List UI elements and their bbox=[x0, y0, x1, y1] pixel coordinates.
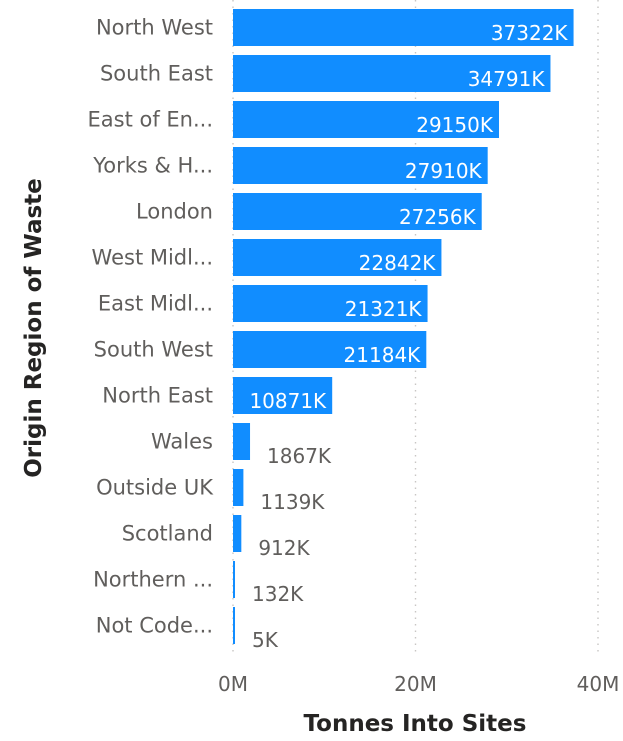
bar-6 bbox=[233, 285, 428, 322]
x-axis-title: Tonnes Into Sites bbox=[304, 711, 527, 737]
value-label-2: 29150K bbox=[416, 113, 494, 137]
gridlines bbox=[232, 0, 599, 653]
bar-3 bbox=[233, 147, 488, 184]
category-label-7: South West bbox=[94, 338, 213, 362]
bar-7 bbox=[233, 331, 427, 368]
category-label-5: West Midl... bbox=[92, 246, 213, 270]
category-label-1: South East bbox=[100, 62, 213, 86]
category-label-4: London bbox=[136, 200, 213, 224]
bar-9 bbox=[233, 423, 251, 460]
value-label-13: 5K bbox=[252, 628, 279, 652]
value-label-1: 34791K bbox=[468, 67, 546, 91]
value-label-7: 21184K bbox=[344, 343, 422, 367]
x-tick-label-2: 40M bbox=[577, 672, 620, 696]
bar-5 bbox=[233, 239, 442, 276]
bar-11 bbox=[233, 515, 242, 552]
value-label-5: 22842K bbox=[359, 251, 437, 275]
y-axis-title: Origin Region of Waste bbox=[21, 178, 47, 478]
category-label-9: Wales bbox=[151, 430, 213, 454]
category-labels: North West South East East of En... Yorks &… bbox=[87, 16, 214, 638]
value-label-4: 27256K bbox=[399, 205, 477, 229]
category-label-2: East of En... bbox=[87, 108, 213, 132]
value-label-11: 912K bbox=[258, 536, 310, 560]
value-label-9: 1867K bbox=[267, 444, 332, 468]
bar-2 bbox=[233, 101, 499, 138]
bar-4 bbox=[233, 193, 482, 230]
value-label-10: 1139K bbox=[260, 490, 325, 514]
x-tick-label-1: 20M bbox=[394, 672, 437, 696]
value-label-8: 10871K bbox=[249, 389, 327, 413]
bar-8 bbox=[233, 377, 333, 414]
bar-10 bbox=[233, 469, 244, 506]
category-label-12: Northern ... bbox=[93, 568, 213, 592]
bar-0 bbox=[233, 9, 574, 46]
category-label-10: Outside UK bbox=[96, 476, 214, 500]
bar-12 bbox=[233, 561, 235, 598]
bar-1 bbox=[233, 55, 551, 92]
value-label-0: 37322K bbox=[491, 21, 569, 45]
x-axis-ticks: 0M 20M 40M bbox=[218, 672, 619, 696]
category-label-0: North West bbox=[96, 16, 213, 40]
category-label-6: East Midl... bbox=[98, 292, 213, 316]
category-label-8: North East bbox=[102, 384, 213, 408]
x-tick-label-0: 0M bbox=[218, 672, 248, 696]
category-label-13: Not Code... bbox=[96, 614, 213, 638]
value-label-12: 132K bbox=[252, 582, 304, 606]
bar-13 bbox=[233, 607, 235, 644]
value-labels: 37322K 34791K 29150K 27910K 27256K 22842K 2132… bbox=[249, 21, 568, 652]
category-label-11: Scotland bbox=[122, 522, 213, 546]
bars bbox=[233, 9, 574, 644]
value-label-3: 27910K bbox=[405, 159, 483, 183]
value-label-6: 21321K bbox=[345, 297, 423, 321]
category-label-3: Yorks & H... bbox=[92, 154, 213, 178]
